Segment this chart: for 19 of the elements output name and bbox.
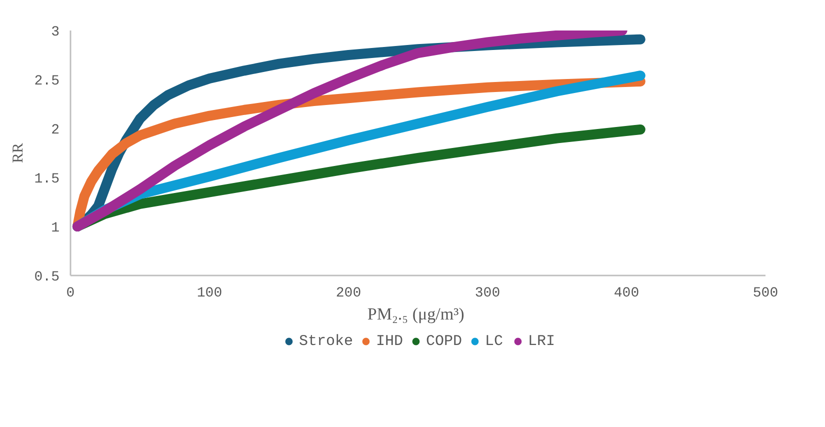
x-tick-label: 100 [196,286,222,302]
y-tick-label: 1.5 [34,172,60,188]
x-tick-label: 500 [752,286,778,302]
legend-label: LRI [528,332,556,350]
legend-label: LC [485,332,504,350]
y-tick-label: 1 [51,220,60,236]
x-tick-label: 0 [66,286,75,302]
legend-label: COPD [426,332,462,350]
x-tick-label: 400 [614,286,640,302]
y-axis-title: RR [10,142,26,164]
y-tick-label: 2 [51,122,60,138]
y-tick-label: 2.5 [34,74,60,90]
y-tick-label: 3 [51,24,60,40]
legend-label: IHD [376,332,403,350]
y-tick-label: 0.5 [34,270,60,286]
x-axis-title: PM₂.₅ (μg/m³) [367,304,464,324]
legend-label: Stroke [298,332,353,350]
x-tick-label: 300 [474,286,500,302]
x-tick-label: 200 [336,286,362,302]
